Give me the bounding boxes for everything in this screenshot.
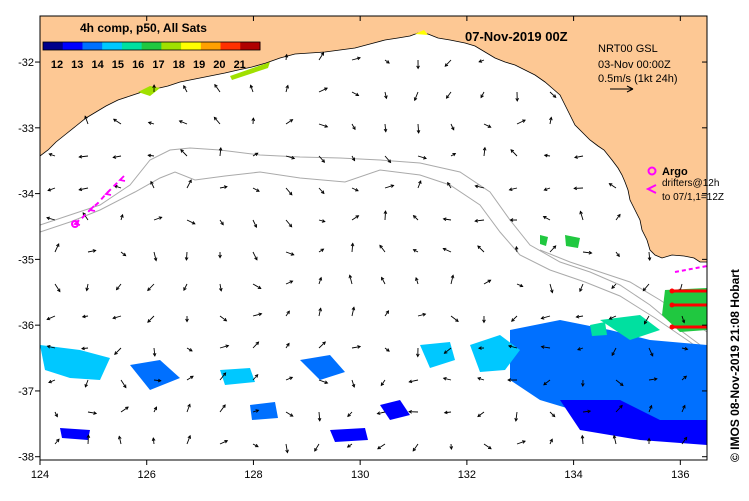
x-tick-label: 124 <box>31 469 49 481</box>
credit-text: © IMOS 08-Nov-2019 21:08 Hobart <box>728 269 742 462</box>
x-tick-label: 132 <box>458 469 476 481</box>
colorbar-swatch <box>142 42 162 50</box>
colorbar-swatch <box>43 42 63 50</box>
y-tick-label: -33 <box>18 123 34 135</box>
x-tick-label: 136 <box>671 469 689 481</box>
x-tick-label: 130 <box>351 469 369 481</box>
x-tick-label: 134 <box>564 469 582 481</box>
x-tick-label: 126 <box>138 469 156 481</box>
colorbar-label: 17 <box>152 59 164 71</box>
y-tick-label: -38 <box>18 452 34 464</box>
colorbar-label: 19 <box>193 59 205 71</box>
colorbar-label: 18 <box>173 59 185 71</box>
colorbar-label: 21 <box>234 59 246 71</box>
y-tick-label: -36 <box>18 320 34 332</box>
y-tick-label: -35 <box>18 254 34 266</box>
y-tick-label: -32 <box>18 57 34 69</box>
colorbar-title: 4h comp, p50, All Sats <box>80 21 207 35</box>
y-tick-label: -37 <box>18 386 34 398</box>
argo-label: Argo <box>662 166 688 178</box>
colorbar-label: 20 <box>213 59 225 71</box>
map-title: 07-Nov-2019 00Z <box>465 29 568 44</box>
colorbar-swatch <box>63 42 83 50</box>
drifters-label-2: to 07/1,1=12Z <box>662 192 724 203</box>
colorbar-label: 16 <box>132 59 144 71</box>
colorbar-label: 13 <box>71 59 83 71</box>
colorbar-swatch <box>102 42 122 50</box>
model-label: NRT00 GSL <box>598 43 658 55</box>
colorbar-label: 15 <box>112 59 124 71</box>
y-tick-label: -34 <box>18 189 34 201</box>
colorbar-label: 14 <box>91 59 104 71</box>
x-tick-label: 128 <box>244 469 262 481</box>
colorbar-swatch <box>221 42 241 50</box>
colorbar-swatch <box>122 42 142 50</box>
colorbar-swatch <box>240 42 260 50</box>
colorbar-swatch <box>161 42 181 50</box>
colorbar-swatch <box>181 42 201 50</box>
drifters-label: drifters@12h <box>662 178 719 189</box>
vector-scale-label: 0.5m/s (1kt 24h) <box>598 73 677 85</box>
colorbar-label: 12 <box>51 59 63 71</box>
colorbar-swatch <box>82 42 102 50</box>
model-date: 03-Nov 00:00Z <box>598 59 671 71</box>
colorbar-swatch <box>201 42 221 50</box>
